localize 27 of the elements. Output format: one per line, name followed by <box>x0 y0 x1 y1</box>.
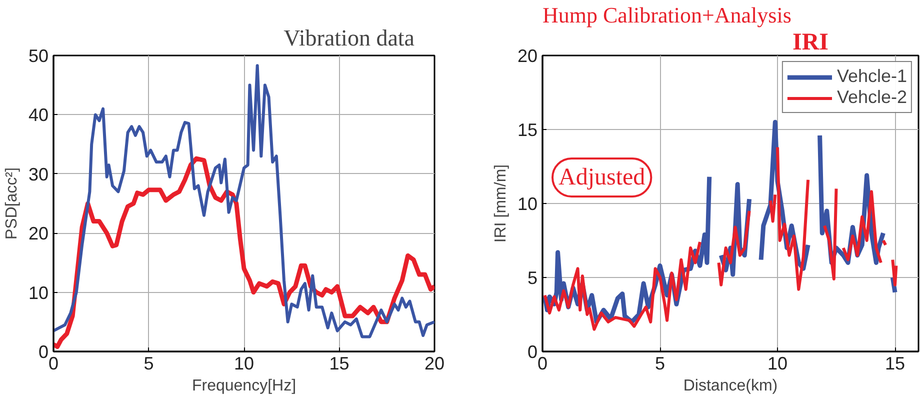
y-tick-label: 20 <box>517 46 538 66</box>
y-tick-label: 30 <box>28 164 49 184</box>
y-axis-title: IRI [mm/m] <box>492 164 510 243</box>
y-tick-label: 50 <box>28 46 49 66</box>
annotation: Adjusted <box>558 164 646 190</box>
chart-title: Vibration data <box>284 26 415 50</box>
y-tick-label: 20 <box>28 224 49 244</box>
x-tick-label: 10 <box>767 354 788 374</box>
x-tick-label: 15 <box>329 354 350 374</box>
y-tick-label: 40 <box>28 105 49 126</box>
y-tick-label: 15 <box>517 120 538 140</box>
x-tick-label: 20 <box>424 354 445 374</box>
chart-title: IRI <box>792 30 829 56</box>
x-tick-label: 10 <box>234 354 254 374</box>
y-axis-title: PSD[acc²] <box>3 167 20 240</box>
line-series <box>54 64 434 338</box>
y-tick-label: 5 <box>527 268 538 288</box>
legend-label: Vehcle-1 <box>836 66 907 87</box>
text: Hump Calibration+Analysis <box>542 2 792 28</box>
x-axis-title: Frequency[Hz] <box>192 378 296 394</box>
legend-label: Vehcle-2 <box>836 87 907 108</box>
x-axis-title: Distance(km) <box>683 378 778 394</box>
x-tick-label: 5 <box>144 354 154 374</box>
y-tick-label: 10 <box>517 194 538 214</box>
x-tick-label: 15 <box>884 354 906 374</box>
x-tick-label: 5 <box>654 354 666 374</box>
y-tick-label: 10 <box>28 282 49 303</box>
